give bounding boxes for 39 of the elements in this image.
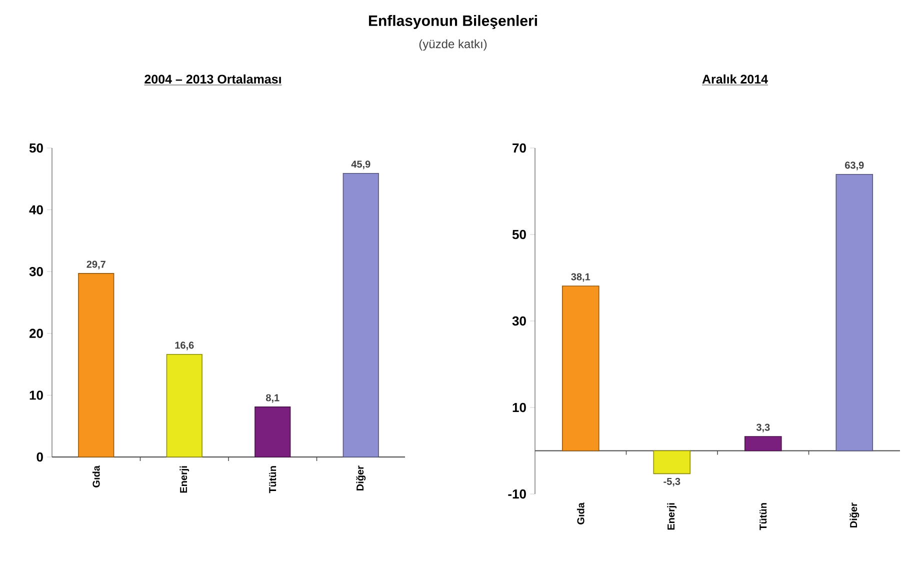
y-tick-label: 30 xyxy=(512,316,526,326)
data-label: 63,9 xyxy=(845,162,864,170)
data-label: 8,1 xyxy=(266,394,280,403)
y-tick-label: 70 xyxy=(512,143,526,153)
bar xyxy=(744,436,782,452)
chart-title: Aralık 2014 xyxy=(702,74,768,84)
bar xyxy=(78,273,114,458)
x-tick-label: Enerji xyxy=(667,503,677,530)
bar xyxy=(254,406,291,458)
x-tick-label: Gıda xyxy=(576,502,584,524)
data-label: -5,3 xyxy=(664,478,680,486)
y-tick-label: 50 xyxy=(29,143,43,153)
x-tick-label: Gıda xyxy=(92,465,100,488)
y-tick-label: 0 xyxy=(36,452,43,462)
y-tick-label: 40 xyxy=(29,205,43,214)
x-tick-label: Diğer xyxy=(850,502,860,528)
chart-title: 2004 – 2013 Ortalaması xyxy=(144,74,281,84)
text: Enflasyonun Bileşenleri xyxy=(368,15,537,29)
text: (yüzde katkı) xyxy=(419,39,487,51)
x-tick-label: Enerji xyxy=(180,466,190,493)
y-tick-label: 50 xyxy=(512,230,526,240)
data-label: 45,9 xyxy=(351,160,370,170)
bar xyxy=(342,172,379,458)
data-label: 38,1 xyxy=(571,273,590,282)
bar xyxy=(653,450,691,474)
bar xyxy=(562,286,600,452)
y-tick-label: 20 xyxy=(29,328,43,338)
y-tick-label: 30 xyxy=(29,266,43,276)
y-tick-label: 10 xyxy=(512,402,526,412)
y-tick-label: -10 xyxy=(508,489,526,499)
bar xyxy=(166,354,202,458)
data-label: 16,6 xyxy=(175,342,194,350)
data-label: 29,7 xyxy=(86,260,106,270)
y-tick-label: 10 xyxy=(30,390,43,400)
x-tick-label: Tütün xyxy=(269,466,276,494)
x-tick-label: Tütün xyxy=(760,503,767,530)
data-label: 3,3 xyxy=(756,424,770,432)
x-tick-label: Diğer xyxy=(356,466,366,490)
bar xyxy=(836,174,874,452)
